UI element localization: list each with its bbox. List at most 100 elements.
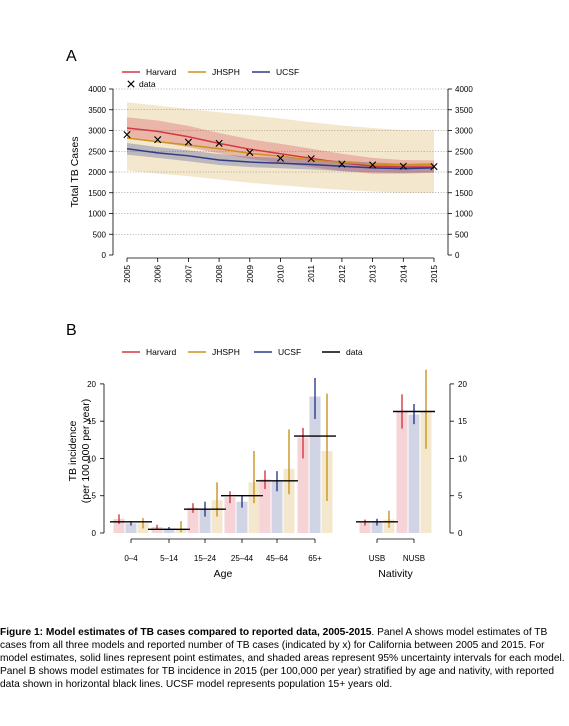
x-tick-label: 25–44: [231, 554, 254, 563]
uncertainty-band-jhsph: [127, 102, 434, 193]
x-tick-label: 65+: [308, 554, 322, 563]
legend-label-jhsph: JHSPH: [212, 67, 240, 77]
bar-ucsf: [309, 396, 321, 533]
legend-label-harvard: Harvard: [146, 347, 177, 357]
x-tick-label: 0–4: [124, 554, 138, 563]
y-axis-title-line1: TB incidence: [67, 420, 79, 481]
y-tick-label-right: 2500: [455, 147, 473, 156]
y-tick-label-right: 0: [455, 251, 460, 260]
series-line-ucsf: [126, 148, 435, 170]
y-tick-label: 5: [92, 492, 97, 501]
y-tick-label-right: 4000: [455, 85, 473, 94]
legend-label-jhsph: JHSPH: [212, 347, 240, 357]
y-tick-label: 2500: [88, 147, 106, 156]
uncertainty-band-harvard: [127, 117, 434, 174]
legend-label-ucsf: UCSF: [276, 67, 299, 77]
x-tick-label: 2008: [215, 264, 224, 282]
x-tick-label: 2013: [369, 264, 378, 282]
series-line-jhsph: [126, 137, 435, 166]
data-marker: [399, 162, 407, 170]
x-axis-title-nativity: Nativity: [378, 568, 413, 580]
y-tick-label: 2000: [88, 168, 106, 177]
data-marker: [338, 160, 346, 168]
y-tick-label: 0: [102, 251, 107, 260]
x-tick-label: 2006: [154, 264, 163, 282]
y-tick-label: 3500: [88, 106, 106, 115]
y-tick-label-right: 15: [458, 417, 467, 426]
x-tick-label: 2014: [399, 264, 408, 282]
data-marker: [307, 155, 315, 163]
bar-harvard: [113, 518, 125, 533]
bar-ucsf: [236, 501, 248, 533]
y-tick-label: 20: [87, 380, 96, 389]
figure-caption: Figure 1: Model estimates of TB cases co…: [0, 626, 566, 691]
bar-ucsf: [408, 414, 420, 533]
panel-a-line-chart: 0 0 500 500 1000 1000 1500 1500 2000 2000 2500 2500…: [69, 67, 473, 283]
x-tick-label: 2015: [430, 264, 439, 282]
bar-harvard: [259, 479, 271, 533]
y-tick-label: 0: [92, 529, 97, 538]
legend-label-harvard: Harvard: [146, 67, 177, 77]
y-tick-label: 10: [87, 454, 96, 463]
panel-b-label: B: [66, 322, 77, 339]
legend-data-marker: [127, 80, 135, 88]
caption-title: Figure 1: Model estimates of TB cases co…: [0, 627, 372, 638]
y-tick-label: 500: [93, 230, 107, 239]
bar-jhsph: [420, 411, 432, 533]
bar-harvard: [359, 522, 371, 533]
caption-text: . Panel A shows model estimates of TB ca…: [0, 627, 565, 691]
data-marker: [246, 148, 254, 157]
bar-harvard: [297, 437, 309, 533]
bar-ucsf: [371, 522, 383, 533]
x-tick-label: 2005: [123, 264, 132, 282]
x-tick-label: 2009: [246, 264, 255, 282]
y-tick-label-right: 10: [458, 454, 467, 463]
bar-ucsf: [199, 509, 211, 533]
x-tick-label: NUSB: [403, 554, 425, 563]
bar-harvard: [396, 412, 408, 533]
panel-b-bar-chart: 0 0 5 5 10 10 15 15 20 20 0–4 5–14 15–24 25–44 45–64 65…: [67, 347, 467, 580]
legend-label-data: data: [346, 347, 363, 357]
legend-label-ucsf: UCSF: [278, 347, 301, 357]
data-marker: [184, 138, 192, 146]
data-marker: [430, 163, 438, 171]
y-tick-label: 1000: [88, 210, 106, 219]
x-tick-label: 2010: [277, 264, 286, 282]
y-tick-label: 3000: [88, 127, 106, 136]
bar-ucsf: [163, 528, 175, 533]
x-tick-label: 2012: [338, 264, 347, 282]
data-marker: [154, 136, 162, 144]
y-tick-label: 15: [87, 417, 96, 426]
legend-label-data: data: [139, 79, 156, 89]
data-marker: [123, 131, 131, 139]
data-marker: [276, 154, 285, 162]
x-axis-title-age: Age: [214, 568, 233, 580]
x-tick-label: 2011: [307, 264, 316, 282]
x-tick-label: 2007: [184, 264, 193, 282]
y-tick-label-right: 1000: [455, 210, 473, 219]
panel-a-label: A: [66, 48, 77, 65]
y-axis-title: Total TB Cases: [69, 136, 81, 207]
bar-ucsf: [125, 523, 137, 533]
data-marker: [215, 139, 223, 147]
bar-harvard: [187, 507, 199, 533]
y-tick-label-right: 2000: [455, 168, 473, 177]
bar-jhsph: [248, 482, 260, 533]
y-tick-label: 1500: [88, 189, 106, 198]
x-tick-label: USB: [369, 554, 385, 563]
series-line-harvard: [126, 127, 434, 168]
y-tick-label-right: 500: [455, 230, 469, 239]
bar-jhsph: [283, 468, 295, 533]
x-tick-label: 5–14: [160, 554, 178, 563]
y-tick-label-right: 0: [458, 529, 463, 538]
bar-ucsf: [271, 480, 283, 533]
y-tick-label-right: 20: [458, 380, 467, 389]
y-tick-label-right: 3500: [455, 106, 473, 115]
y-tick-label-right: 5: [458, 492, 463, 501]
y-axis-title-line2: (per 100,000 per year): [80, 399, 92, 503]
y-tick-label-right: 1500: [455, 189, 473, 198]
x-tick-label: 15–24: [194, 554, 217, 563]
y-tick-label-right: 3000: [455, 127, 473, 136]
data-marker: [369, 161, 377, 169]
